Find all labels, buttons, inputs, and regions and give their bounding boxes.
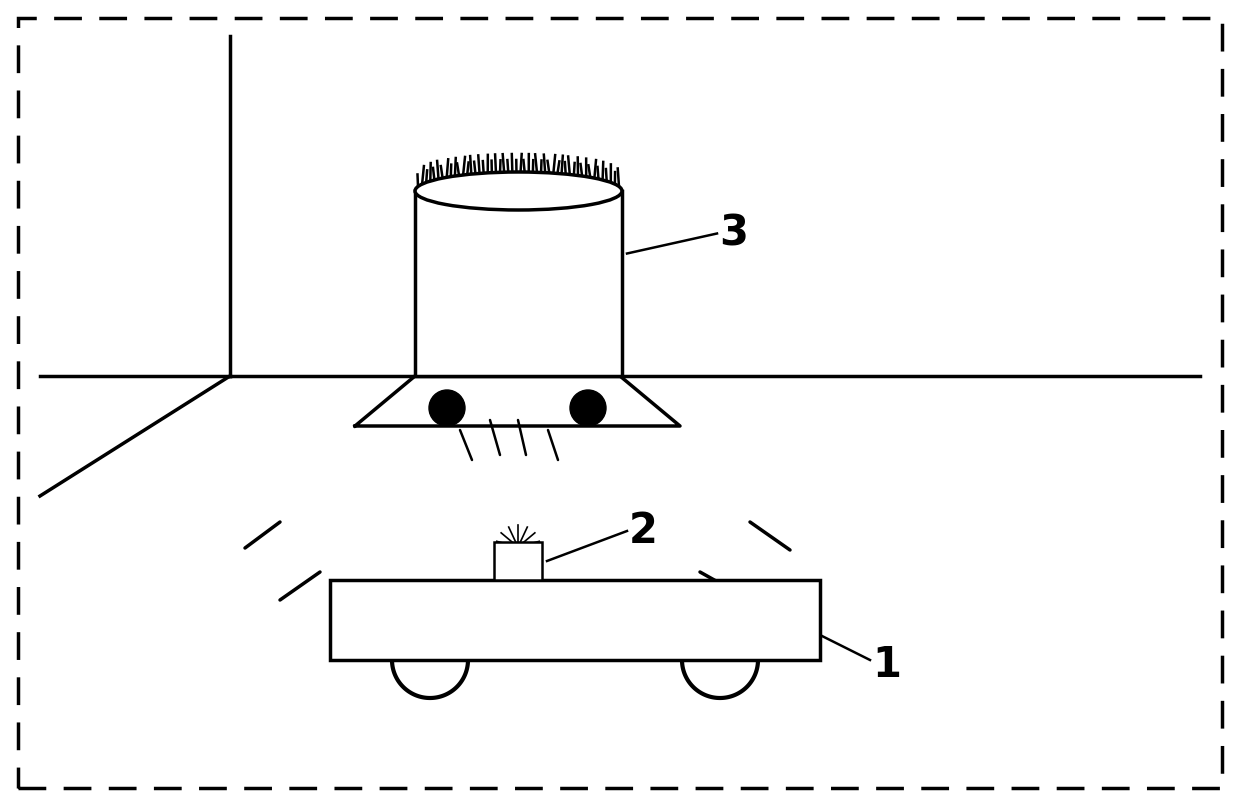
Bar <box>415 191 622 376</box>
Circle shape <box>429 390 465 426</box>
Circle shape <box>570 390 606 426</box>
Bar <box>330 580 820 660</box>
Text: 1: 1 <box>872 644 901 686</box>
Bar <box>494 542 542 580</box>
Text: 3: 3 <box>719 213 748 255</box>
Text: 2: 2 <box>629 510 658 552</box>
Ellipse shape <box>415 172 622 210</box>
